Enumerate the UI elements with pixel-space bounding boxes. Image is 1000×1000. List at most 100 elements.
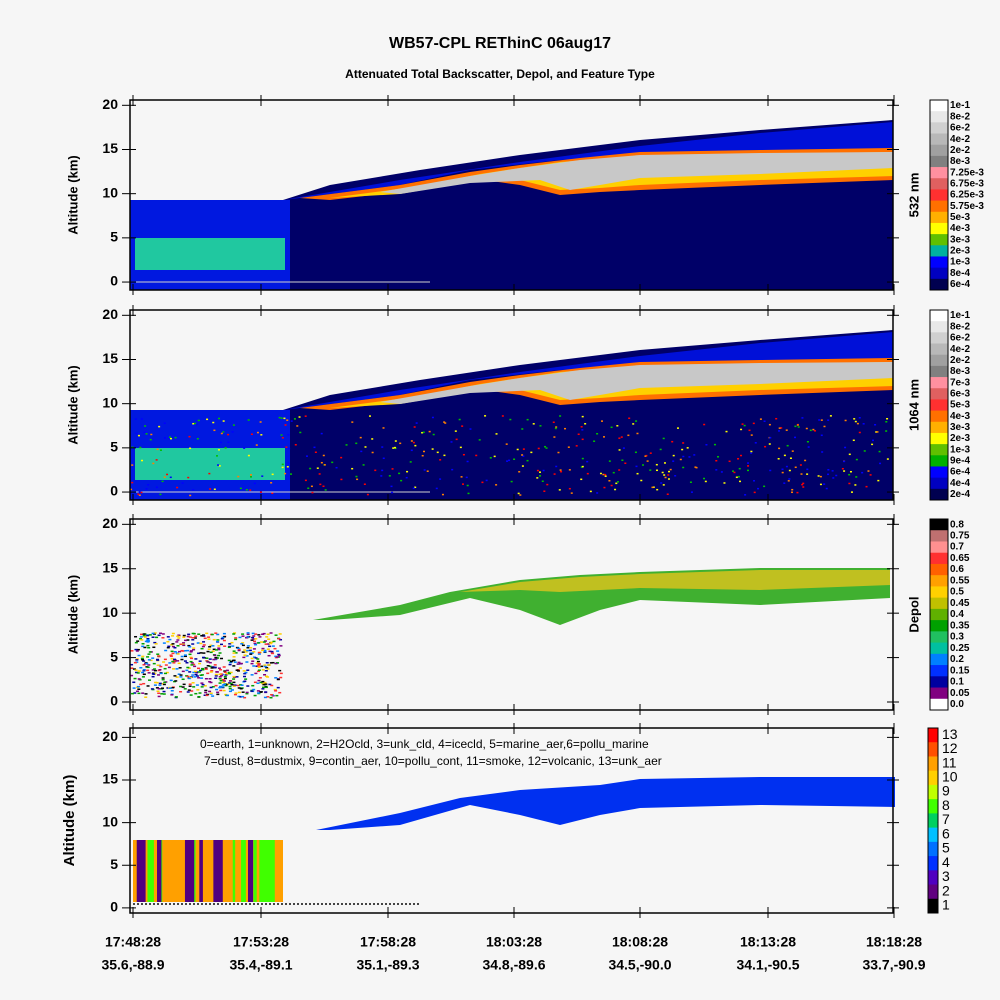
y-tick-label: 15 <box>102 559 118 575</box>
speckle <box>252 688 256 691</box>
colorbar-cell <box>928 728 938 743</box>
speckle <box>197 695 201 698</box>
y-tick-label: 20 <box>102 306 118 322</box>
speckle <box>211 645 215 647</box>
speckle <box>194 658 198 660</box>
speckle <box>263 651 267 653</box>
speckle <box>603 436 606 438</box>
colorbar-cell <box>928 841 938 857</box>
colorbar-label: 12 <box>942 740 958 756</box>
speckle <box>141 655 145 658</box>
speckle <box>614 488 617 491</box>
speckle <box>627 434 630 437</box>
speckle <box>543 490 546 492</box>
speckle <box>217 647 221 649</box>
speckle <box>703 477 706 480</box>
speckle <box>441 493 444 496</box>
speckle <box>705 443 708 446</box>
speckle <box>651 486 654 489</box>
speckle <box>206 661 210 663</box>
speckle <box>218 673 222 676</box>
speckle <box>812 428 815 431</box>
speckle <box>271 645 275 647</box>
speckle <box>624 462 627 465</box>
speckle <box>244 678 248 680</box>
speckle <box>190 657 194 660</box>
speckle <box>151 657 155 659</box>
speckle <box>222 689 226 692</box>
speckle <box>194 673 198 676</box>
speckle <box>204 667 208 669</box>
colorbar-cell <box>930 653 948 666</box>
speckle <box>807 446 810 448</box>
speckle <box>194 692 198 695</box>
speckle <box>141 645 145 648</box>
speckle <box>134 648 138 651</box>
speckle <box>279 645 283 647</box>
speckle <box>207 638 211 640</box>
speckle <box>197 652 201 655</box>
y-tick-label: 10 <box>102 184 118 200</box>
colorbar-unit: 532 nm <box>906 173 921 218</box>
speckle <box>209 692 213 695</box>
speckle <box>602 473 605 476</box>
speckle <box>797 426 800 428</box>
speckle <box>223 671 227 673</box>
speckle <box>132 681 136 684</box>
colorbar-cell <box>930 354 948 367</box>
y-tick-label: 15 <box>102 140 118 156</box>
speckle <box>393 446 396 449</box>
x-tick-label: 18:08:28 <box>612 934 668 950</box>
speckle <box>175 641 179 643</box>
speckle <box>182 683 186 686</box>
speckle <box>191 639 195 641</box>
speckle <box>194 635 198 638</box>
speckle <box>206 693 210 696</box>
speckle <box>172 668 176 670</box>
speckle <box>752 422 755 425</box>
speckle <box>304 479 307 482</box>
speckle <box>137 692 141 695</box>
speckle <box>223 677 227 680</box>
speckle <box>161 677 165 679</box>
speckle <box>195 675 199 677</box>
speckle <box>608 460 611 462</box>
speckle <box>886 458 889 460</box>
speckle <box>254 672 258 675</box>
speckle <box>191 674 195 676</box>
speckle <box>646 460 649 462</box>
colorbar-cell <box>928 756 938 772</box>
speckle <box>250 674 254 676</box>
speckle <box>391 468 394 470</box>
speckle <box>750 434 753 436</box>
speckle <box>220 657 224 660</box>
speckle <box>263 674 267 676</box>
speckle <box>266 648 270 650</box>
speckle <box>151 672 155 675</box>
speckle <box>219 441 222 444</box>
speckle <box>213 664 217 666</box>
speckle <box>217 645 221 647</box>
speckle <box>132 687 136 689</box>
speckle <box>249 653 253 655</box>
speckle <box>250 474 253 476</box>
colorbar-label: 6e-2 <box>950 123 970 134</box>
speckle <box>451 468 454 471</box>
speckle <box>392 447 395 449</box>
speckle <box>188 646 192 648</box>
upper-layer <box>283 122 893 200</box>
speckle <box>139 667 143 669</box>
speckle <box>199 652 203 654</box>
speckle <box>682 455 685 458</box>
speckle <box>158 669 162 671</box>
speckle <box>167 666 171 669</box>
speckle <box>221 636 225 639</box>
speckle <box>460 476 463 478</box>
speckle <box>174 680 178 682</box>
speckle <box>262 683 266 686</box>
speckle <box>222 632 226 635</box>
speckle <box>212 648 216 651</box>
speckle <box>655 463 658 466</box>
speckle <box>189 494 192 497</box>
speckle <box>192 489 195 491</box>
